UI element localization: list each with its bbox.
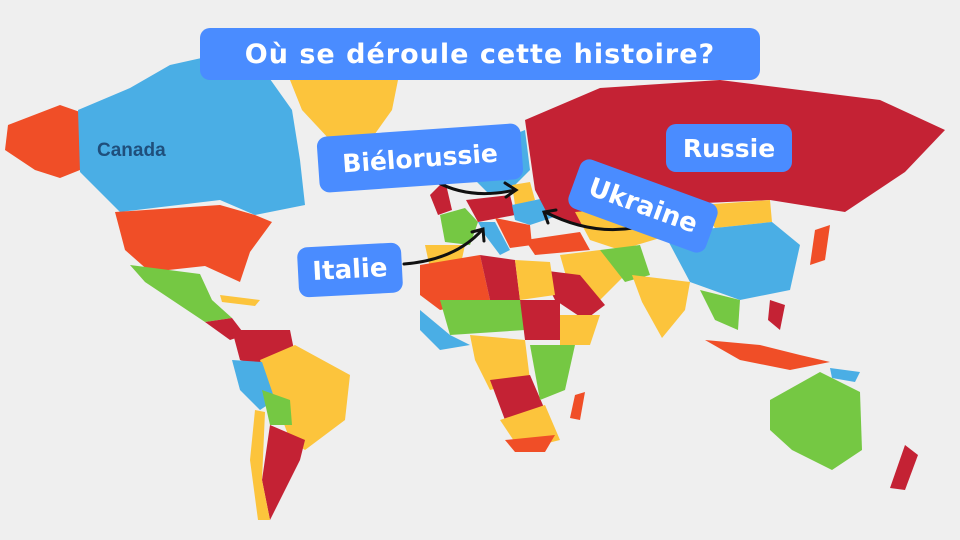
philippines bbox=[768, 300, 785, 330]
bolivia bbox=[262, 390, 292, 425]
ethiopia bbox=[560, 315, 600, 345]
egypt bbox=[515, 260, 555, 300]
madagascar bbox=[570, 392, 585, 420]
central-africa bbox=[470, 335, 530, 390]
indonesia bbox=[705, 340, 830, 370]
belarus bbox=[512, 182, 535, 205]
canada bbox=[78, 55, 305, 215]
papua-new-guinea bbox=[830, 368, 860, 382]
east-africa bbox=[530, 345, 575, 400]
brazil bbox=[260, 345, 350, 450]
australia bbox=[770, 372, 862, 470]
caribbean bbox=[220, 295, 260, 306]
sahel bbox=[440, 300, 525, 335]
arrow-belarus bbox=[435, 180, 519, 199]
italy bbox=[478, 222, 510, 255]
west-africa bbox=[420, 310, 470, 350]
chile bbox=[250, 410, 270, 520]
sudan bbox=[520, 300, 560, 340]
india bbox=[632, 275, 690, 338]
saudi-arabia bbox=[540, 270, 605, 320]
label-italy: Italie bbox=[296, 242, 404, 298]
turkey bbox=[525, 232, 590, 255]
se-asia bbox=[700, 290, 740, 330]
uk bbox=[430, 180, 452, 215]
japan bbox=[810, 225, 830, 265]
drc bbox=[490, 375, 545, 420]
north-africa-west bbox=[420, 255, 490, 310]
south-africa bbox=[505, 435, 555, 452]
new-zealand bbox=[890, 445, 918, 490]
alaska bbox=[5, 105, 80, 178]
argentina bbox=[262, 425, 305, 520]
balkans bbox=[495, 218, 532, 248]
france bbox=[440, 208, 478, 245]
greenland bbox=[290, 62, 400, 152]
germany-poland bbox=[466, 195, 515, 222]
mexico bbox=[130, 265, 232, 322]
mongolia bbox=[700, 200, 772, 228]
libya bbox=[480, 255, 520, 300]
title-banner: Où se déroule cette histoire? bbox=[200, 28, 760, 80]
arrow-ukraine bbox=[541, 208, 635, 232]
iran bbox=[600, 245, 650, 282]
usa bbox=[115, 205, 272, 282]
arrow-italy bbox=[402, 227, 486, 266]
label-russia: Russie bbox=[666, 124, 792, 172]
canada-label: Canada bbox=[97, 140, 166, 161]
